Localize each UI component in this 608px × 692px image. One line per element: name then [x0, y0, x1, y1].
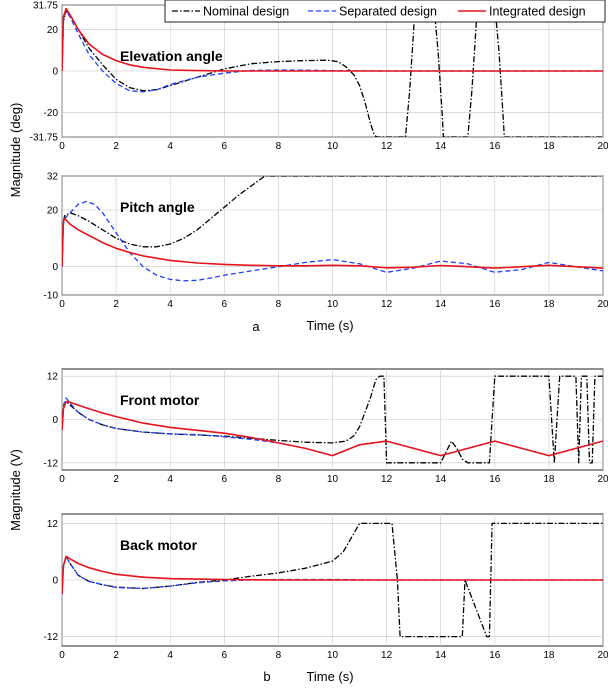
x-tick-label: 16	[489, 474, 501, 485]
x-tick-label: 4	[167, 141, 173, 152]
x-tick-label: 6	[222, 299, 228, 310]
series-line-integrated-design	[62, 7, 603, 72]
x-tick-label: 8	[276, 299, 282, 310]
panel-title: Back motor	[120, 537, 198, 553]
legend-box	[164, 0, 606, 23]
series-line-integrated-design	[62, 400, 603, 457]
y-tick-label: -12	[44, 458, 59, 469]
series-group	[62, 522, 603, 638]
x-tick-label: 20	[597, 299, 608, 310]
x-tick-label: 0	[59, 650, 65, 661]
x-tick-label: 16	[489, 650, 501, 661]
top-y-axis-label: Magnitude (deg)	[8, 103, 23, 198]
x-tick-label: 0	[59, 141, 65, 152]
x-tick-label: 10	[327, 299, 339, 310]
x-tick-label: 4	[167, 650, 173, 661]
x-tick-label: 18	[543, 650, 555, 661]
x-tick-label: 14	[435, 474, 447, 485]
y-tick-label: 20	[47, 206, 59, 217]
series-line-separated-design	[62, 200, 603, 282]
x-tick-label: 8	[276, 650, 282, 661]
series-group	[62, 176, 603, 282]
x-tick-label: 4	[167, 474, 173, 485]
x-tick-label: 20	[597, 474, 608, 485]
x-tick-label: 10	[327, 474, 339, 485]
x-tick-label: 2	[113, 650, 119, 661]
series-line-nominal-design	[62, 176, 603, 267]
x-tick-label: 2	[113, 474, 119, 485]
x-tick-label: 8	[276, 474, 282, 485]
y-tick-label: -10	[44, 291, 59, 302]
x-tick-label: 14	[435, 650, 447, 661]
x-tick-label: 18	[543, 141, 555, 152]
y-tick-label: -31.75	[30, 133, 59, 144]
x-tick-label: 6	[222, 141, 228, 152]
x-tick-label: 2	[113, 299, 119, 310]
legend-label-nominal-design: Nominal design	[203, 5, 289, 19]
legend-label-separated-design: Separated design	[339, 5, 437, 19]
y-tick-label: 20	[47, 25, 59, 36]
panel-title: Front motor	[120, 392, 200, 408]
x-tick-label: 4	[167, 299, 173, 310]
x-tick-label: 18	[543, 474, 555, 485]
y-tick-label: 0	[52, 262, 58, 273]
x-tick-label: 10	[327, 141, 339, 152]
panel-b-label: b	[263, 669, 270, 684]
panel-title: Pitch angle	[120, 199, 195, 215]
bottom-y-axis-label: Magnitude (V)	[8, 449, 23, 531]
x-tick-label: 18	[543, 299, 555, 310]
series-line-nominal-design	[62, 375, 603, 464]
x-tick-label: 16	[489, 141, 501, 152]
x-tick-label: 12	[381, 650, 393, 661]
y-tick-label: 12	[47, 372, 59, 383]
y-tick-label: 12	[47, 519, 59, 530]
series-line-integrated-design	[62, 555, 603, 595]
x-tick-label: 0	[59, 474, 65, 485]
panel-elevation-angle: 0 2 4 6 8 10 12 14 16 18 20 31.75 20 0 -20 -31.75 Elevat…	[30, 1, 608, 153]
y-tick-label: 0	[52, 415, 58, 426]
series-group	[62, 375, 603, 464]
x-tick-label: 8	[276, 141, 282, 152]
series-group	[62, 5, 603, 137]
panel-a-label: a	[252, 319, 260, 334]
y-tick-label: 0	[52, 576, 58, 587]
y-tick-label: -12	[44, 632, 59, 643]
y-tick-label: 32	[47, 172, 59, 183]
y-tick-label: 31.75	[33, 1, 58, 12]
x-tick-label: 0	[59, 299, 65, 310]
x-axis-label: Time (s)	[306, 318, 353, 333]
x-tick-label: 16	[489, 299, 501, 310]
x-tick-label: 6	[222, 474, 228, 485]
legend-label-integrated-design: Integrated design	[489, 5, 586, 19]
x-axis-label: Time (s)	[306, 669, 353, 684]
x-tick-label: 12	[381, 299, 393, 310]
x-tick-label: 6	[222, 650, 228, 661]
panel-title: Elevation angle	[120, 48, 223, 64]
x-tick-label: 10	[327, 650, 339, 661]
y-tick-label: -20	[44, 108, 59, 119]
series-line-integrated-design	[62, 217, 603, 269]
x-tick-label: 20	[597, 650, 608, 661]
x-tick-label: 20	[597, 141, 608, 152]
x-tick-label: 14	[435, 141, 447, 152]
x-tick-label: 12	[381, 474, 393, 485]
series-line-nominal-design	[62, 5, 603, 137]
y-tick-label: 0	[52, 67, 58, 78]
x-tick-label: 14	[435, 299, 447, 310]
legend: Nominal design Separated design Integrated…	[164, 0, 606, 23]
x-tick-label: 2	[113, 141, 119, 152]
plots-group: 0 2 4 6 8 10 12 14 16 18 2031.75200-20-31.75Elevat…	[30, 1, 608, 685]
x-tick-label: 12	[381, 141, 393, 152]
